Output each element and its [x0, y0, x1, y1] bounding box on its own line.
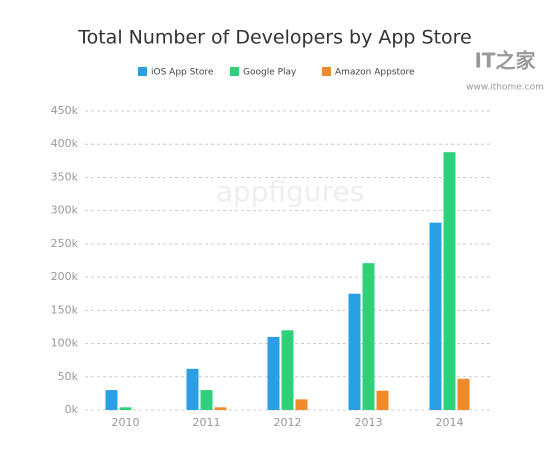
chart-title: Total Number of Developers by App Store — [77, 27, 472, 49]
bar — [200, 390, 213, 410]
legend-swatch — [138, 67, 147, 76]
y-tick-label: 50k — [58, 370, 79, 383]
y-tick-label: 300k — [51, 204, 79, 217]
y-tick-label: 0k — [65, 403, 79, 416]
legend-swatch — [322, 67, 331, 76]
legend-swatch — [230, 67, 239, 76]
bar — [362, 263, 375, 410]
x-tick-label: 2013 — [355, 416, 383, 429]
bar — [281, 330, 294, 410]
legend-label: Amazon Appstore — [335, 68, 415, 78]
x-tick-label: 2011 — [193, 416, 221, 429]
bar — [267, 336, 280, 410]
bar — [457, 378, 470, 410]
x-tick-label: 2014 — [436, 416, 464, 429]
logo: IT之家 — [474, 49, 536, 73]
bar — [186, 368, 199, 410]
bar — [348, 293, 361, 410]
y-tick-label: 350k — [51, 170, 79, 183]
bar — [429, 222, 442, 410]
y-tick-label: 150k — [51, 303, 79, 316]
y-tick-label: 400k — [51, 137, 79, 150]
bar — [376, 390, 389, 410]
site: www.ithome.com — [466, 83, 544, 93]
y-tick-label: 250k — [51, 237, 79, 250]
x-tick-label: 2012 — [274, 416, 302, 429]
y-tick-label: 100k — [51, 337, 79, 350]
bar — [214, 407, 227, 410]
legend-label: Google Play — [243, 68, 297, 78]
x-tick-label: 2010 — [112, 416, 140, 429]
bar — [443, 152, 456, 410]
watermark: appfigures — [216, 175, 365, 208]
bar — [119, 407, 132, 410]
bar — [105, 390, 118, 410]
bar — [295, 399, 308, 410]
y-tick-label: 450k — [51, 104, 79, 117]
y-tick-label: 200k — [51, 270, 79, 283]
legend-label: iOS App Store — [151, 68, 214, 78]
